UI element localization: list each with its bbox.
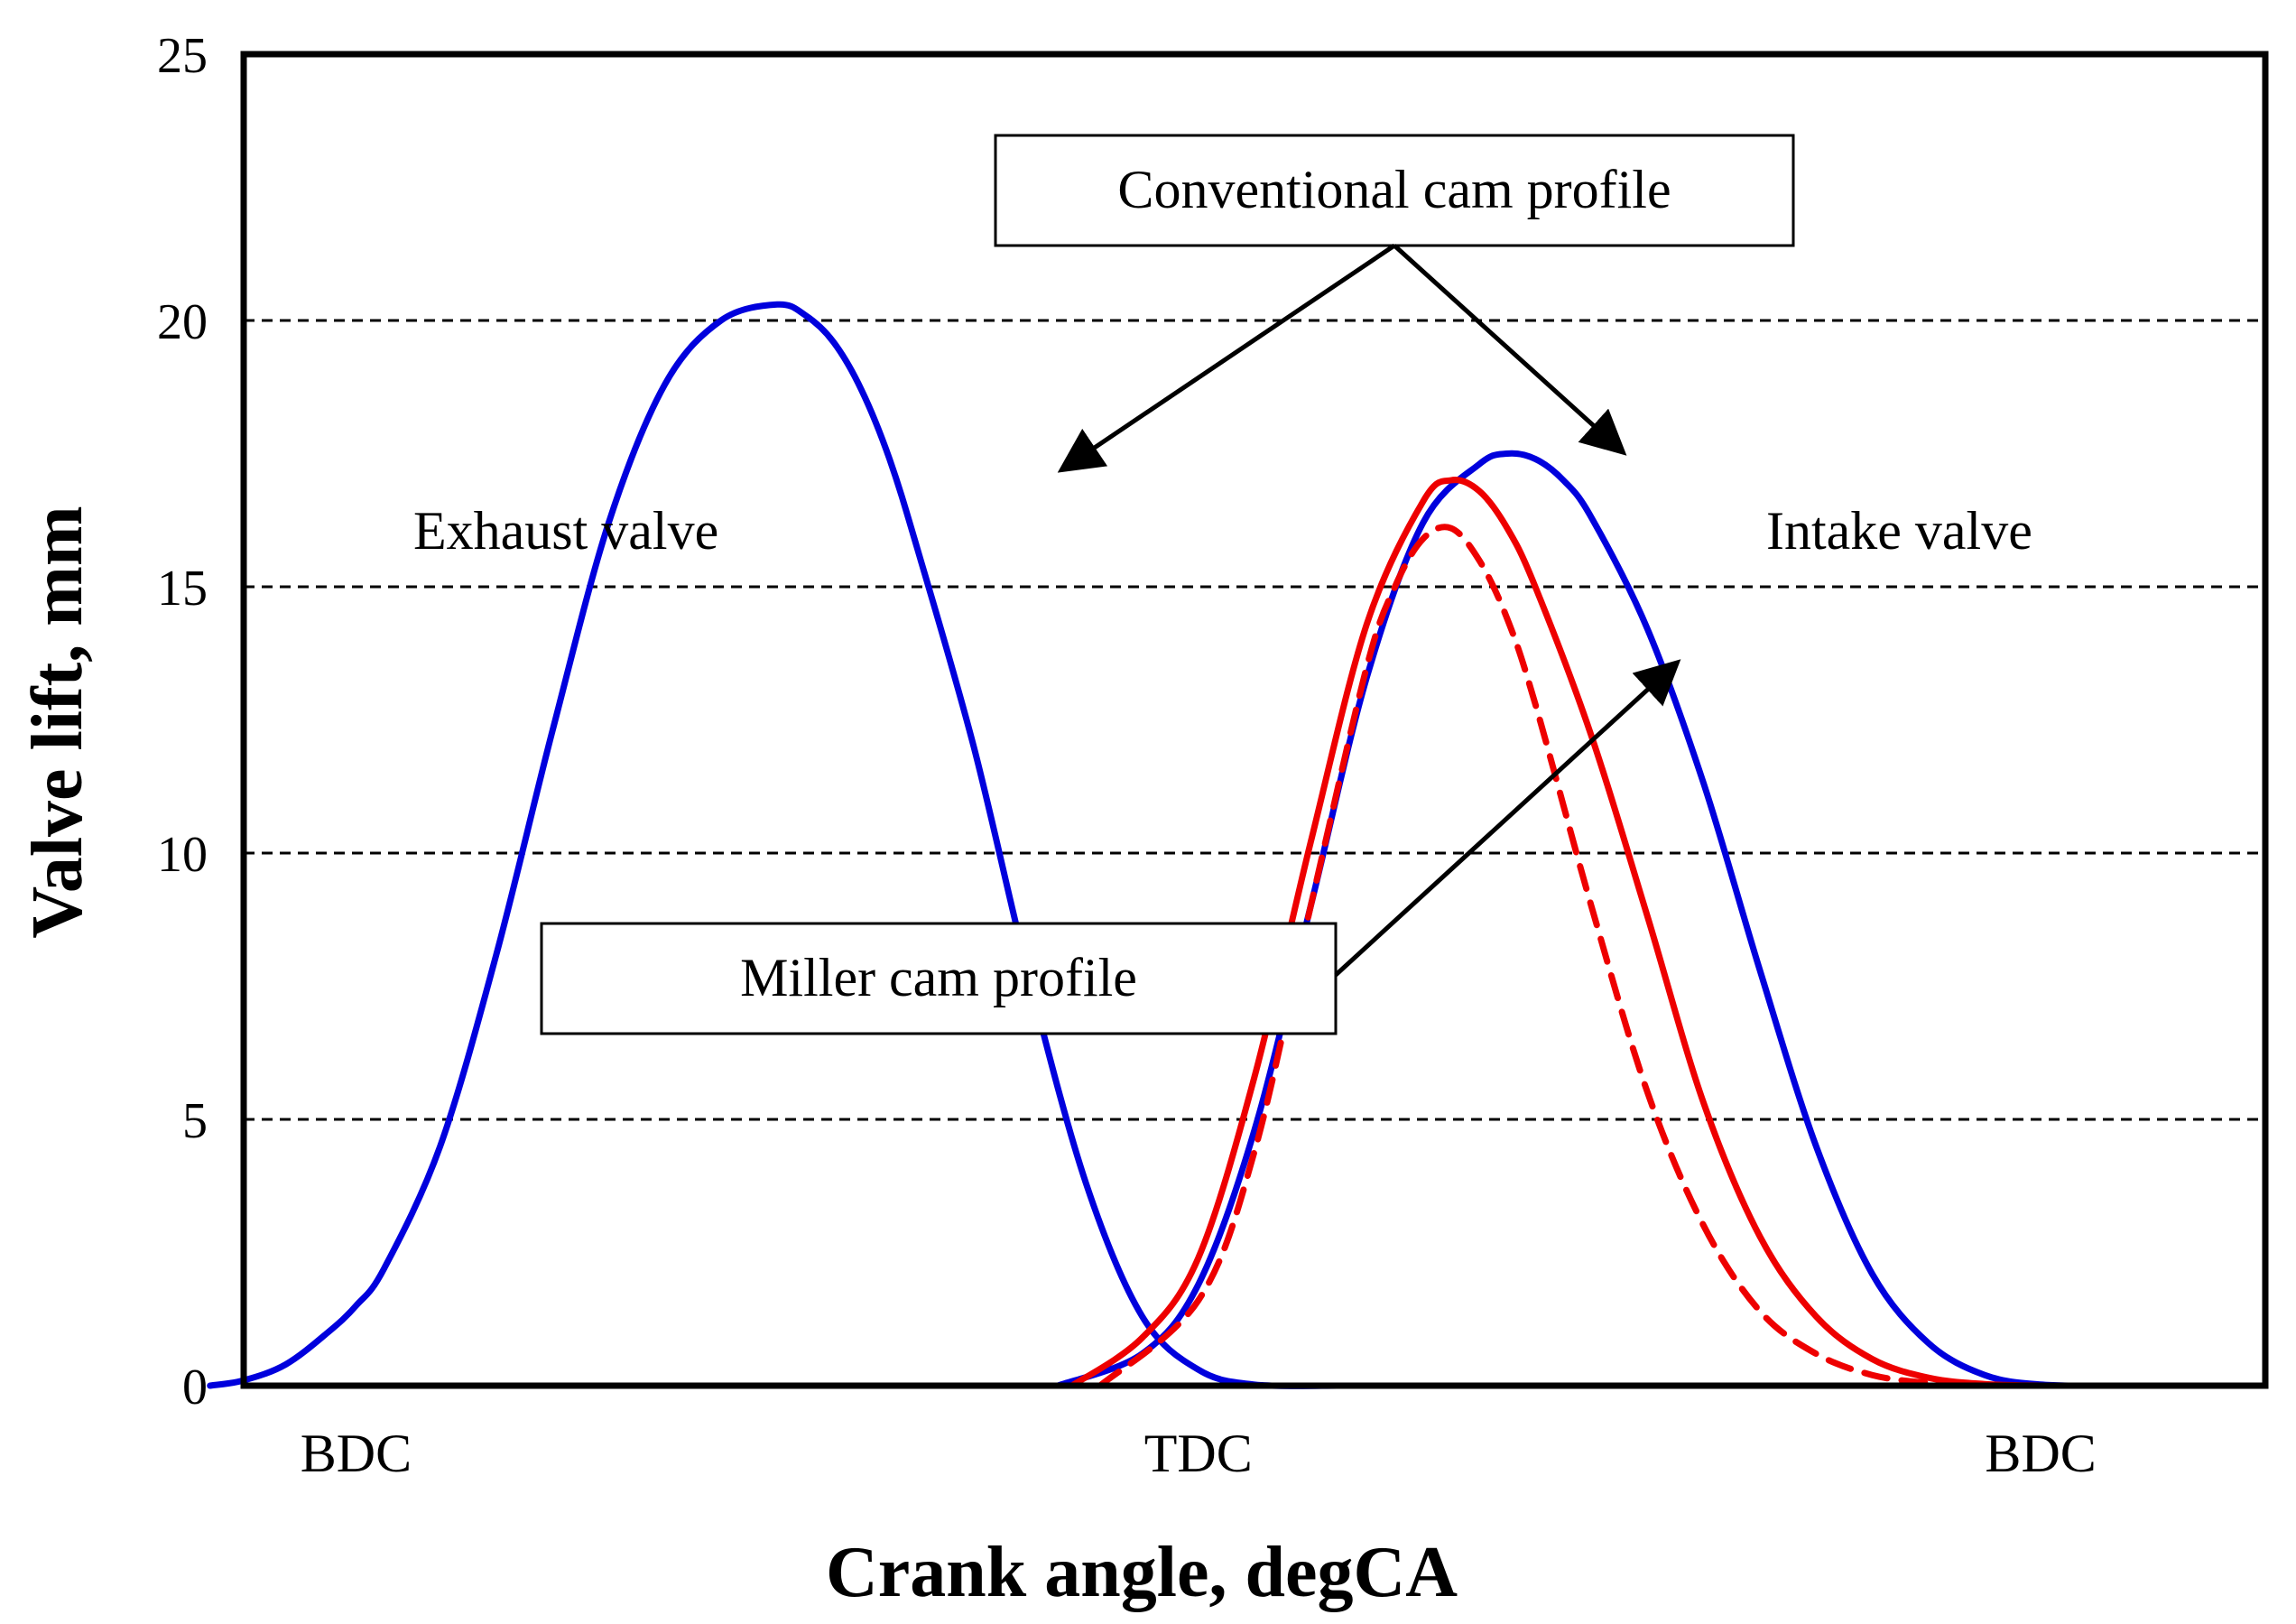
y-tick-label: 10 xyxy=(157,827,208,883)
y-tick-label: 15 xyxy=(157,561,208,617)
exhaust-conventional-curve xyxy=(207,301,1342,1389)
y-tick-label: 5 xyxy=(182,1093,208,1149)
x-axis-title: Crank angle, degCA xyxy=(826,1533,1458,1612)
x-category-label: BDC xyxy=(1985,1424,2096,1483)
y-axis-title: Valve lift, mm xyxy=(18,506,97,938)
intake-valve-label: Intake valve xyxy=(1766,501,2032,561)
conventional-annotation-box xyxy=(994,134,1795,247)
miller-annotation-text: Miller cam profile xyxy=(740,948,1137,1007)
y-tick-label: 25 xyxy=(157,28,208,84)
miller-annotation-box xyxy=(540,922,1338,1035)
miller-arrow xyxy=(1334,659,1681,977)
conventional-arrow-intake xyxy=(1393,244,1627,456)
y-tick-label: 20 xyxy=(157,294,208,350)
intake-miller-solid-curve xyxy=(1069,477,2044,1389)
y-tick-label: 0 xyxy=(182,1360,208,1415)
conventional-arrow-exhaust xyxy=(1057,243,1396,473)
exhaust-valve-label: Exhaust valve xyxy=(413,501,718,561)
miller-annotation: Miller cam profile xyxy=(540,659,1681,1035)
x-category-label: BDC xyxy=(301,1424,412,1483)
conventional-annotation-text: Conventional cam profile xyxy=(1117,160,1671,219)
conventional-annotation: Conventional cam profile xyxy=(994,134,1795,473)
x-category-label: TDC xyxy=(1144,1424,1253,1483)
intake-miller-dashed-curve xyxy=(1097,524,1988,1389)
plot-frame xyxy=(240,51,2269,1389)
intake-conventional-curve xyxy=(1054,450,2115,1389)
